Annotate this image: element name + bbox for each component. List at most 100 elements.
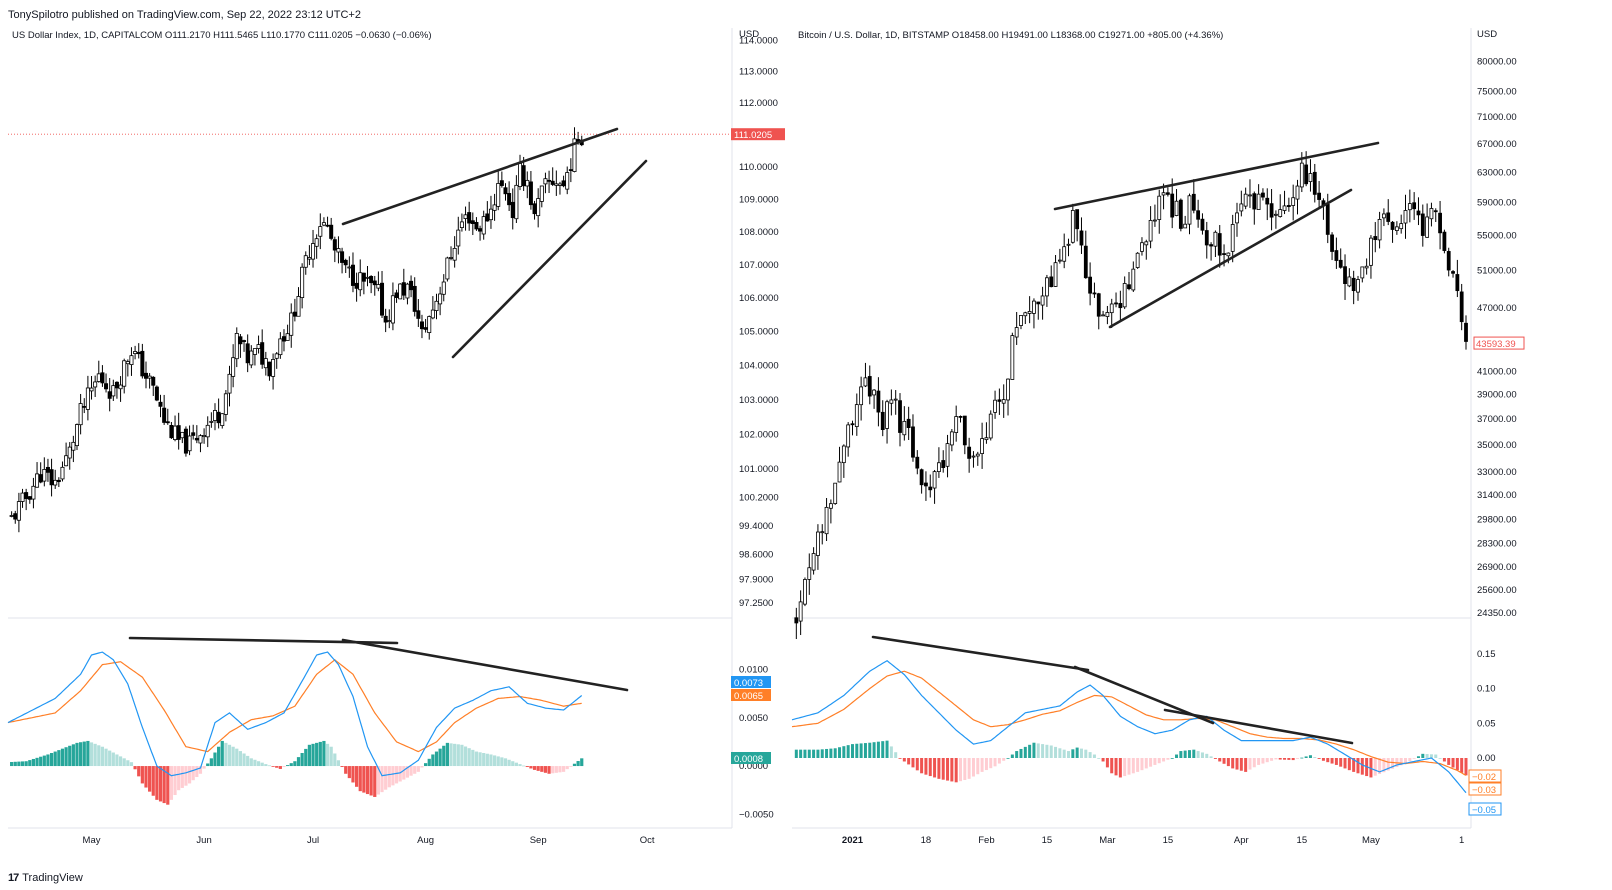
candle-body (1157, 195, 1162, 220)
macd-histogram-bar (507, 759, 511, 767)
macd-value-tag-label: 0.0065 (734, 691, 763, 702)
macd-histogram-bar (344, 766, 348, 774)
candle-body (96, 373, 101, 382)
price-tick-label: 29800.00 (1477, 514, 1517, 525)
macd-histogram-bar (1451, 758, 1455, 768)
candle-body (35, 473, 40, 488)
macd-histogram-bar (394, 766, 399, 784)
macd-histogram-bar (551, 766, 555, 774)
candle-body (238, 336, 243, 345)
macd-histogram-bar (1118, 758, 1122, 778)
time-axis-label: Jul (307, 835, 319, 846)
candle-body (122, 360, 127, 387)
macd-histogram-bar (1438, 758, 1442, 759)
candle-body (997, 399, 1002, 402)
candle-body (409, 280, 414, 291)
candle-body (1006, 378, 1010, 401)
macd-histogram-bar (911, 758, 915, 768)
macd-histogram-bar (122, 758, 126, 767)
candle-body (1105, 312, 1110, 317)
candle-body (1429, 208, 1434, 220)
candle-body (285, 333, 290, 341)
candles-btc (794, 151, 1468, 640)
macd-histogram-bar (1136, 758, 1140, 772)
candle-body (863, 377, 868, 387)
macd-histogram-bar (971, 758, 975, 777)
macd-histogram-bar (1317, 758, 1321, 759)
candle-body (1464, 322, 1468, 342)
candle-body (1403, 210, 1408, 224)
candle-body (554, 183, 559, 186)
candle-body (220, 413, 225, 427)
trendline (1163, 708, 1354, 745)
candle-body (1442, 231, 1447, 251)
macd-histogram-bar (17, 761, 21, 767)
candle-body (532, 203, 537, 215)
candle-body (1235, 212, 1239, 224)
candle-body (846, 424, 851, 448)
macd-histogram-bar (816, 749, 820, 758)
candle-body (893, 398, 898, 401)
macd-histogram-bar (540, 766, 544, 772)
candle-body (889, 399, 894, 404)
candle-body (441, 281, 446, 295)
macd-histogram-bar (68, 745, 72, 767)
price-tick-label: 103.0000 (739, 395, 779, 406)
macd-histogram-bar (1213, 758, 1217, 759)
candle-body (434, 300, 439, 311)
candle-body (1369, 237, 1373, 266)
macd-histogram-bar (525, 766, 529, 768)
candle-body (1269, 203, 1274, 218)
macd-histogram-bar (820, 749, 824, 758)
price-tick-label: 59000.00 (1477, 198, 1517, 209)
price-tick-label: 101.0000 (739, 464, 779, 475)
candle-body (1217, 233, 1222, 256)
candle-body (1239, 203, 1244, 212)
candle-body (1351, 277, 1356, 292)
macd-histogram-bar (253, 759, 257, 767)
candle-body (143, 372, 148, 379)
price-tick-label: 113.0000 (739, 67, 778, 78)
macd-histogram-bar (576, 761, 580, 767)
candle-body (1170, 193, 1175, 218)
macd-histogram-bar (20, 761, 25, 767)
macd-histogram-bar (100, 746, 105, 767)
candle-body (1135, 252, 1140, 268)
price-tick-label: 33000.00 (1477, 467, 1517, 478)
macd-histogram-bar (140, 766, 144, 784)
macd-histogram-bar (206, 763, 210, 767)
macd-histogram-bar (946, 758, 950, 781)
macd-histogram-bar (158, 766, 163, 802)
macd-histogram-bar (24, 761, 28, 767)
candle-body (336, 248, 341, 253)
time-axis-label: Sep (530, 835, 547, 846)
macd-histogram-bar (296, 757, 301, 767)
macd-histogram-bar (402, 766, 406, 780)
macd-histogram-bar (427, 758, 431, 767)
candle-body (438, 293, 443, 305)
candle-body (850, 423, 855, 426)
candle-body (798, 601, 803, 622)
candle-body (212, 410, 217, 421)
candle-body (906, 418, 911, 428)
macd-histogram-bar (1429, 754, 1433, 758)
macd-histogram-bar (1434, 754, 1438, 758)
candle-body (372, 280, 377, 286)
candle-body (133, 351, 138, 355)
candle-body (1109, 303, 1114, 314)
price-tick-label: 100.2000 (739, 492, 779, 503)
candle-body (1027, 311, 1032, 314)
price-tick-label: 106.0000 (739, 293, 779, 304)
candle-body (1144, 241, 1149, 246)
price-tick-label: 80000.00 (1477, 57, 1517, 68)
candle-body (1265, 197, 1270, 205)
candle-body (260, 342, 265, 365)
macd-histogram-bar (39, 756, 43, 767)
macd-histogram-bar (580, 758, 584, 767)
macd-tick-label: 0.00 (1477, 753, 1496, 764)
macd-histogram-bar (213, 752, 217, 767)
candle-body (67, 446, 72, 459)
macd-histogram-bar (1373, 758, 1377, 776)
macd-histogram-bar (889, 746, 893, 758)
